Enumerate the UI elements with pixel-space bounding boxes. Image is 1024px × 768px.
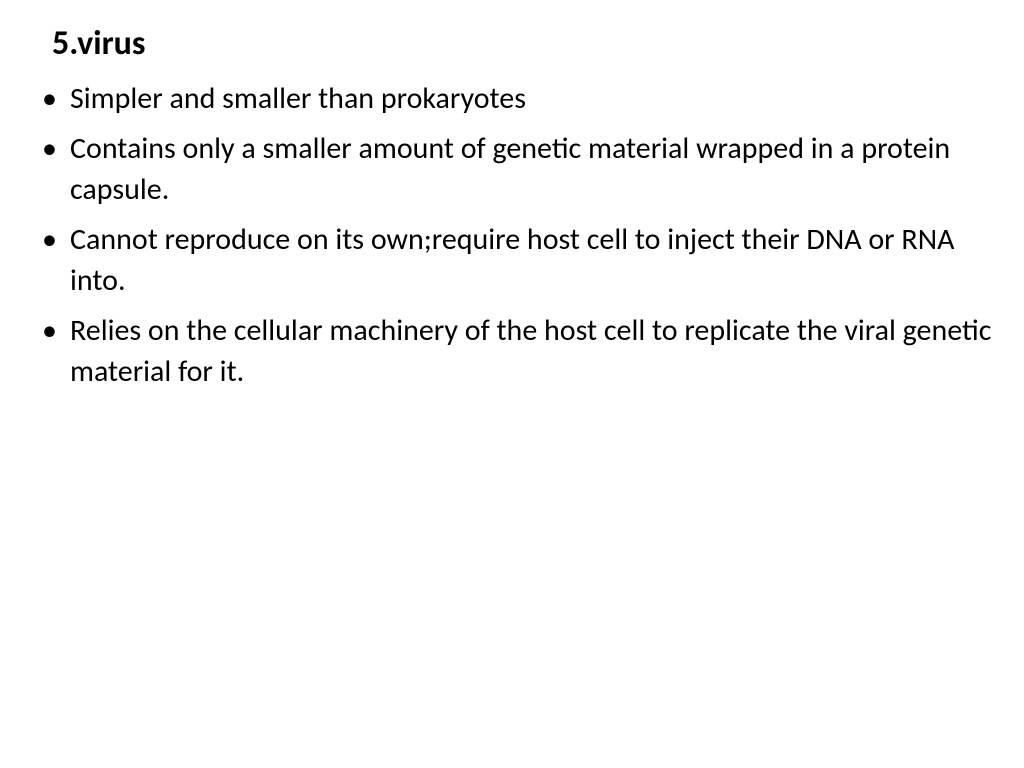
list-item: Cannot reproduce on its own;require host… bbox=[38, 220, 994, 301]
slide-title: 5.virus bbox=[52, 24, 994, 65]
list-item: Simpler and smaller than prokaryotes bbox=[38, 79, 994, 120]
list-item: Contains only a smaller amount of geneti… bbox=[38, 129, 994, 210]
bullet-list: Simpler and smaller than prokaryotes Con… bbox=[30, 79, 994, 393]
slide: 5.virus Simpler and smaller than prokary… bbox=[0, 0, 1024, 768]
list-item: Relies on the cellular machinery of the … bbox=[38, 311, 994, 392]
